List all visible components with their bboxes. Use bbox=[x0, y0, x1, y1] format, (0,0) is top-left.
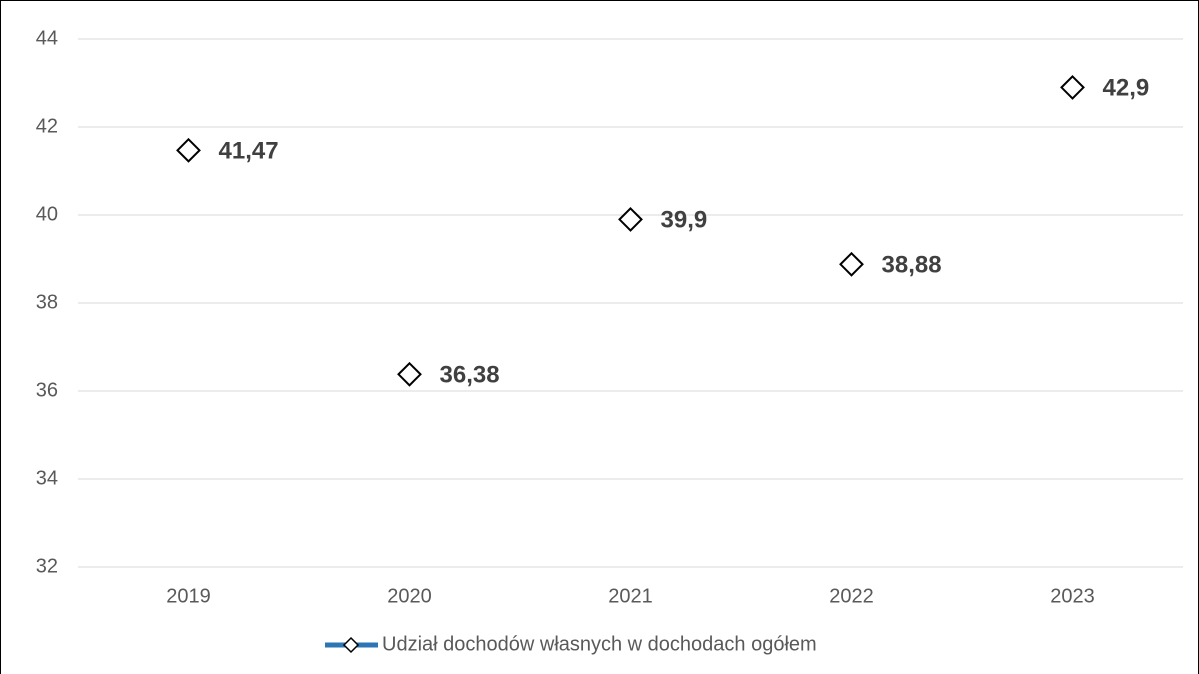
x-tick-label: 2022 bbox=[829, 585, 874, 607]
x-tick-label: 2021 bbox=[608, 585, 653, 607]
data-label: 42,9 bbox=[1103, 75, 1150, 102]
data-label: 38,88 bbox=[882, 252, 942, 279]
data-label: 39,9 bbox=[661, 207, 708, 234]
data-label: 36,38 bbox=[440, 362, 500, 389]
data-label: 41,47 bbox=[219, 138, 279, 165]
marker bbox=[839, 251, 864, 277]
legend-label: Udział dochodów własnych w dochodach ogó… bbox=[382, 633, 817, 655]
y-tick-label: 36 bbox=[36, 379, 58, 401]
marker bbox=[1060, 74, 1085, 100]
marker bbox=[176, 137, 201, 163]
x-tick-label: 2019 bbox=[166, 585, 211, 607]
y-tick-label: 32 bbox=[36, 555, 58, 577]
y-tick-label: 42 bbox=[36, 115, 58, 137]
y-tick-label: 44 bbox=[36, 27, 58, 49]
y-tick-label: 40 bbox=[36, 203, 58, 225]
legend-marker bbox=[342, 636, 360, 654]
x-tick-label: 2020 bbox=[387, 585, 432, 607]
x-tick-label: 2023 bbox=[1050, 585, 1095, 607]
marker bbox=[397, 361, 422, 387]
y-tick-label: 38 bbox=[36, 291, 58, 313]
y-tick-label: 34 bbox=[36, 467, 58, 489]
marker bbox=[618, 206, 643, 232]
